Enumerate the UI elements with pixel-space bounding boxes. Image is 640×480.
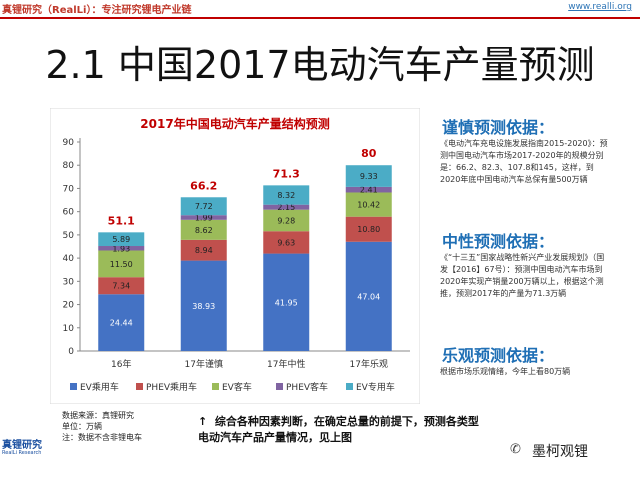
legend-label: EV客车 (222, 381, 252, 393)
unit-line: 单位：万辆 (62, 422, 102, 431)
y-tick-label: 40 (63, 254, 75, 264)
data-label: 10.80 (357, 225, 380, 234)
source-note: 数据来源：真锂研究 单位：万辆 注：数据不含非锂电车 (62, 410, 142, 443)
data-label: 8.32 (277, 191, 295, 200)
data-label: 8.94 (195, 246, 213, 255)
bar-segment (345, 186, 392, 193)
y-tick-label: 60 (63, 208, 75, 218)
data-label: 9.63 (277, 238, 295, 247)
conclusion-note: ↑ 综合各种因素判断，在确定总量的前提下，预测各类型 电动汽车产品产量情况，见上… (198, 414, 479, 446)
logo-subtitle: RealLi Research (2, 450, 42, 456)
bar-segment (263, 185, 310, 205)
legend-label: PHEV客车 (286, 381, 328, 393)
bar-segment (263, 231, 310, 254)
data-label: 1.99 (195, 214, 213, 223)
data-label: 7.72 (195, 202, 213, 211)
data-label: 8.62 (195, 226, 213, 235)
bar-segment (263, 204, 310, 210)
total-label: 66.2 (190, 179, 217, 192)
legend-swatch (70, 383, 77, 390)
bar-segment (98, 246, 145, 251)
legend-label: EV专用车 (356, 381, 395, 393)
legend-swatch (212, 383, 219, 390)
conclusion-line-1: 综合各种因素判断，在确定总量的前提下，预测各类型 (214, 415, 479, 428)
data-label: 1.93 (112, 244, 130, 253)
chart-title: 2017年中国电动汽车产量结构预测 (140, 116, 329, 131)
exclusion-note: 注：数据不含非锂电车 (62, 433, 142, 442)
y-tick-label: 90 (63, 138, 75, 148)
bar-segment (180, 239, 227, 261)
data-label: 2.15 (277, 203, 295, 212)
brand-text: 真锂研究（RealLi）：专注研究锂电产业链 (2, 5, 192, 16)
cautious-heading: 谨慎预测依据： (442, 118, 555, 137)
up-arrow-icon: ↑ (198, 415, 208, 428)
y-tick-label: 30 (63, 277, 75, 287)
data-label: 38.93 (192, 302, 215, 311)
data-label: 7.34 (112, 282, 130, 291)
neutral-heading: 中性预测依据： (442, 232, 555, 251)
bar-segment (263, 253, 310, 351)
total-label: 71.3 (273, 167, 300, 180)
bar-segment (263, 209, 310, 232)
neutral-text: 《“十三五”国家战略性新兴产业发展规划》（国发【2016】67号）：预测中国电动… (440, 253, 605, 298)
y-tick-label: 10 (63, 324, 75, 334)
y-tick-label: 80 (63, 161, 75, 171)
source-line: 数据来源：真锂研究 (62, 411, 134, 420)
y-tick-label: 0 (68, 347, 74, 357)
legend-label: EV乘用车 (80, 381, 119, 393)
legend-swatch (276, 383, 283, 390)
optimistic-heading: 乐观预测依据： (442, 346, 555, 365)
total-label: 51.1 (108, 214, 135, 227)
x-tick-label: 17年中性 (267, 358, 305, 370)
bar-segment (98, 294, 145, 351)
data-label: 9.28 (277, 216, 295, 225)
legend-swatch (346, 383, 353, 390)
bar-segment (345, 216, 392, 242)
y-tick-label: 20 (63, 301, 75, 311)
stacked-bar-chart: 2017年中国电动汽车产量结构预测 0 10 20 30 40 50 60 70 80 90 16年… (50, 108, 420, 404)
bar-segment (98, 250, 145, 278)
legend-label: PHEV乘用车 (146, 381, 197, 393)
top-bar: 真锂研究（RealLi）：专注研究锂电产业链 www.realli.org (0, 0, 640, 16)
logo: 真锂研究 (2, 440, 42, 451)
bar-segment (180, 197, 227, 216)
bar-segment (98, 277, 145, 295)
bar-segment (98, 232, 145, 247)
bar-segment (180, 260, 227, 351)
bar-segment (345, 241, 392, 351)
data-label: 2.41 (360, 186, 378, 195)
data-label: 24.44 (110, 319, 133, 328)
x-tick-label: 16年 (111, 358, 131, 370)
data-label: 9.33 (360, 172, 378, 181)
website-link[interactable]: www.realli.org (568, 2, 632, 12)
x-tick-label: 17年乐观 (350, 358, 388, 370)
legend-swatch (136, 383, 143, 390)
watermark: 墨柯观锂 (532, 444, 588, 460)
bar-segment (345, 165, 392, 187)
cautious-text: 《电动汽车充电设施发展指南2015-2020》：预测中国电动汽车市场2017-2… (440, 139, 608, 184)
y-tick-label: 50 (63, 231, 75, 241)
data-label: 10.42 (357, 201, 380, 210)
data-label: 5.89 (112, 235, 130, 244)
bar-segment (180, 219, 227, 240)
header-divider (0, 17, 640, 19)
slide-title: 2.1 中国2017电动汽车产量预测 (45, 43, 595, 87)
data-label: 11.50 (110, 260, 133, 269)
bar-segment (345, 192, 392, 217)
conclusion-line-2: 电动汽车产品产量情况，见上图 (198, 431, 352, 444)
optimistic-text: 根据市场乐观情绪，今年上看80万辆 (440, 367, 571, 376)
y-tick-label: 70 (63, 184, 75, 194)
wechat-icon: ✆ (510, 442, 521, 457)
data-label: 41.95 (275, 298, 298, 307)
bar-segment (180, 215, 227, 220)
data-label: 47.04 (357, 292, 380, 301)
total-label: 80 (361, 147, 377, 160)
x-tick-label: 17年谨慎 (185, 358, 223, 370)
